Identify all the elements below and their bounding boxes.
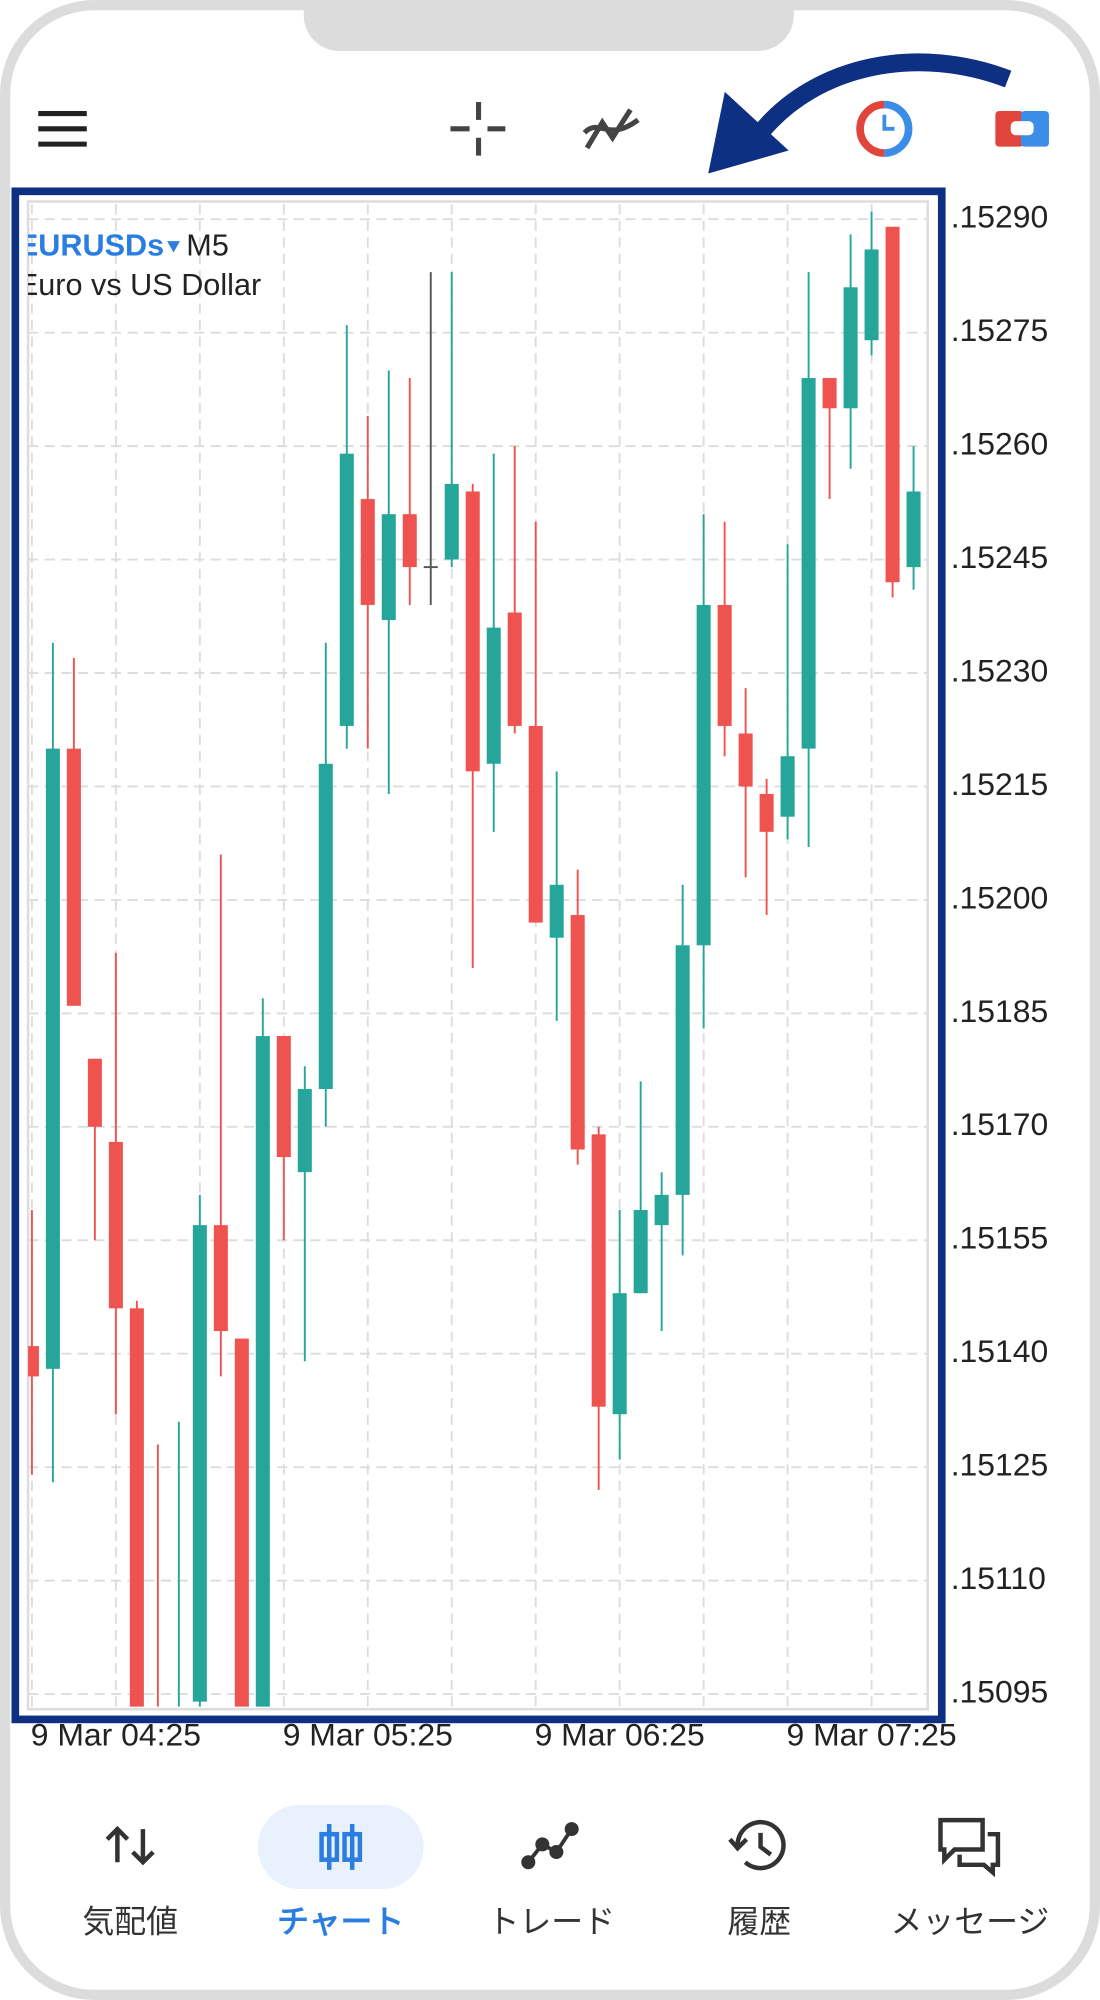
candle-body (759, 794, 774, 832)
candle-body (570, 915, 585, 1150)
description: Euro vs US Dollar (18, 268, 261, 302)
symbol[interactable]: EURUSDs (18, 229, 164, 263)
timeframe: M5 (186, 229, 229, 263)
grid (28, 204, 928, 1707)
symbol-dropdown[interactable] (167, 241, 180, 253)
candle-body (108, 1141, 123, 1309)
y-tick-label: .15110 (951, 1560, 1046, 1596)
hamburger-icon[interactable] (38, 110, 87, 147)
candle-body (906, 491, 921, 568)
candle-body (66, 748, 81, 1006)
candle-body (843, 287, 858, 409)
candle-body (738, 733, 753, 787)
candle-body (780, 756, 795, 817)
y-axis: .15290 .15275 .15260 .15245 .15230 .15215 .152… (951, 199, 1049, 1709)
candle-body (633, 1210, 648, 1294)
y-tick-label: .15140 (951, 1333, 1049, 1369)
candle-body (87, 1058, 102, 1127)
y-tick-label: .15185 (951, 993, 1049, 1029)
y-tick-label: .15290 (951, 199, 1049, 235)
chart-icon[interactable] (319, 1823, 363, 1870)
candle-body (213, 1225, 228, 1332)
y-tick-label: .15170 (951, 1106, 1049, 1142)
highlight-box (11, 187, 946, 1724)
chart-header: EURUSDs M5 Euro vs US Dollar (18, 229, 261, 303)
candle-body (864, 249, 879, 341)
candle-body (129, 1308, 144, 1707)
candle-body (381, 514, 396, 621)
active-tab-bg (257, 1804, 424, 1890)
nav-label[interactable]: 履歴 (727, 1902, 791, 1940)
candle-body (45, 748, 60, 1369)
y-tick-label: .15230 (951, 652, 1049, 688)
candle-body (822, 378, 837, 409)
candle-body (885, 226, 900, 583)
candle-body (591, 1134, 606, 1407)
candle-body (654, 1194, 669, 1226)
indicator-icon[interactable] (582, 108, 640, 150)
plot-area (26, 200, 930, 1711)
candle-body (549, 884, 564, 938)
candle-body (402, 514, 417, 568)
y-tick-label: .15125 (951, 1447, 1049, 1483)
candle-body (444, 483, 459, 560)
nav-label[interactable]: トレード (488, 1902, 616, 1940)
crosshair-icon[interactable] (450, 102, 506, 156)
candle-body (255, 1036, 270, 1707)
trade-toggle-icon[interactable] (995, 110, 1049, 147)
trade-icon[interactable] (521, 1822, 579, 1870)
hint-arrow (753, 53, 1012, 139)
candle-body (318, 763, 333, 1089)
candle-body (234, 1338, 249, 1707)
candle-body (801, 378, 816, 749)
candle-body (528, 725, 543, 923)
nav-label[interactable]: メッセージ (890, 1902, 1049, 1940)
y-tick-label: .15275 (951, 312, 1049, 348)
history-icon[interactable] (728, 1819, 786, 1871)
y-tick-label: .15200 (951, 879, 1049, 915)
quotes-icon[interactable] (105, 1825, 155, 1866)
nav-label[interactable]: 気配値 (82, 1902, 178, 1940)
candle-body (339, 453, 354, 726)
candle-body (612, 1293, 627, 1415)
timeframe-icon[interactable] (856, 100, 913, 157)
messages-icon[interactable] (938, 1817, 1001, 1878)
candle-body (507, 612, 522, 726)
y-tick-label: .15095 (951, 1673, 1049, 1709)
candle-body (192, 1225, 207, 1702)
y-tick-label: .15260 (951, 426, 1049, 462)
nav-label-active[interactable]: チャート (277, 1902, 404, 1940)
candle-body (486, 627, 501, 764)
candle-body (28, 1346, 39, 1377)
candle-body (360, 499, 375, 605)
notch (303, 0, 794, 52)
candle-body (465, 491, 480, 772)
y-tick-label: .15155 (951, 1220, 1049, 1256)
candle-body (276, 1036, 291, 1158)
hint-arrowhead (708, 91, 789, 174)
candle-body (297, 1088, 312, 1173)
candle-body (675, 945, 690, 1195)
candle-body (717, 604, 732, 726)
y-tick-label: .15245 (951, 539, 1049, 575)
candles (28, 211, 921, 1707)
candle-body (696, 604, 711, 946)
y-tick-label: .15215 (951, 766, 1049, 802)
